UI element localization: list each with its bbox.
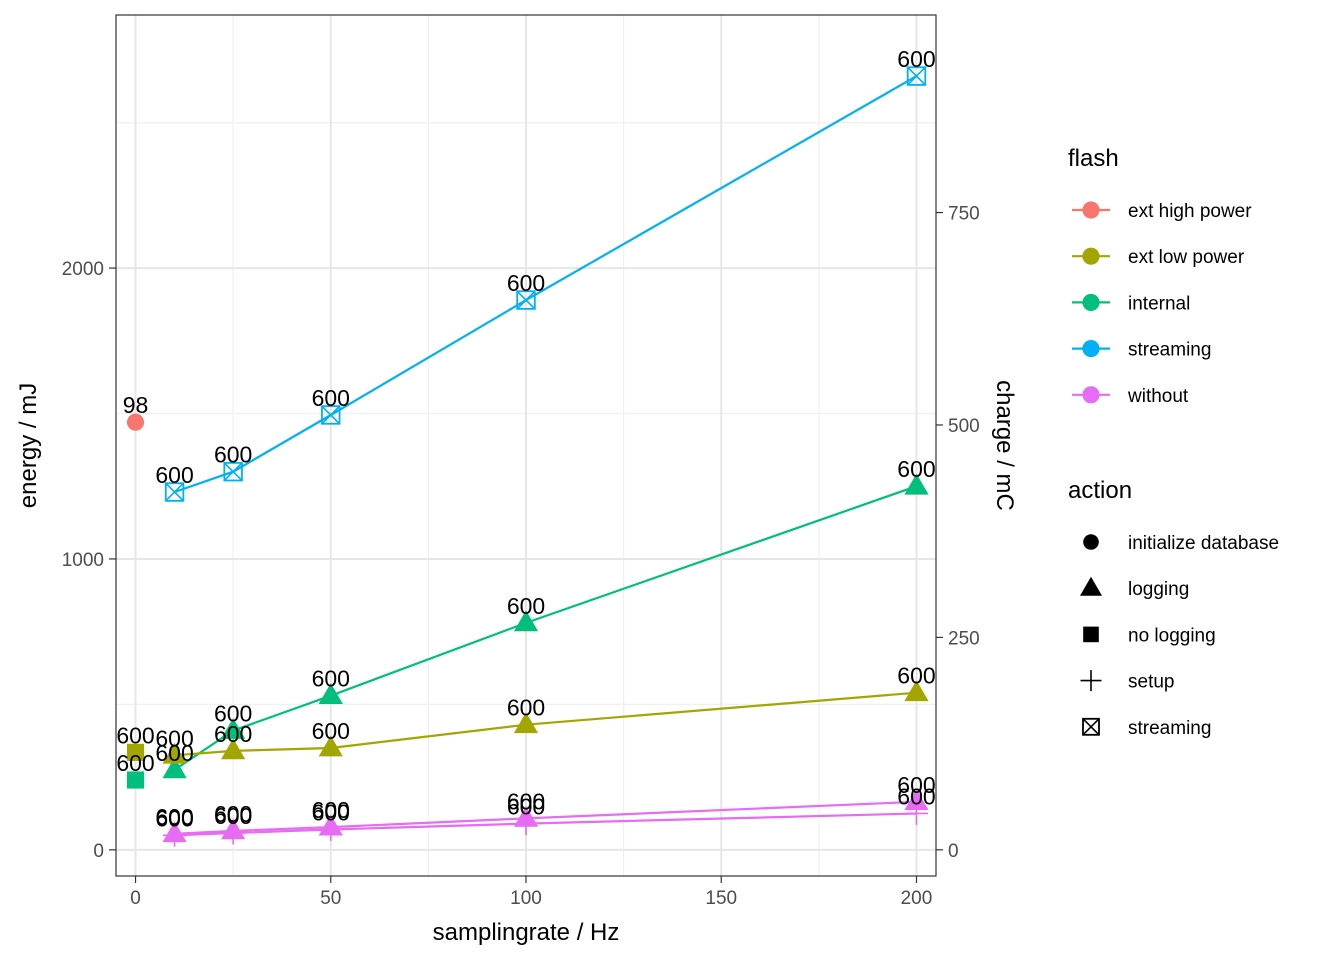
legend: flash ext high power ext low power internal… bbox=[1068, 145, 1279, 739]
data-point bbox=[126, 413, 145, 431]
legend-key-marker bbox=[1082, 247, 1100, 265]
data-label: 600 bbox=[214, 442, 252, 468]
x-axis-title: samplingrate / Hz bbox=[433, 919, 620, 946]
data-label: 600 bbox=[312, 718, 350, 744]
data-point bbox=[223, 461, 243, 482]
data-point bbox=[126, 743, 145, 761]
y-tick-label: 0 bbox=[93, 841, 104, 862]
data-label: 600 bbox=[897, 772, 935, 798]
y2-tick-label: 250 bbox=[948, 628, 980, 649]
y2-axis-title: charge / mC bbox=[991, 380, 1018, 511]
data-label: 600 bbox=[312, 385, 350, 411]
legend-label: logging bbox=[1128, 579, 1189, 600]
data-point bbox=[321, 405, 341, 425]
y2-axis: 0 250 500 750 bbox=[936, 204, 980, 862]
data-label: 600 bbox=[507, 270, 545, 296]
x-tick-label: 50 bbox=[320, 888, 341, 909]
data-point bbox=[904, 801, 929, 826]
legend-key-marker bbox=[1082, 293, 1100, 311]
data-label: 600 bbox=[312, 666, 350, 692]
data-point bbox=[904, 473, 929, 495]
data-point bbox=[162, 742, 187, 764]
data-point bbox=[906, 66, 927, 86]
data-label: 600 bbox=[155, 740, 193, 766]
data-point bbox=[318, 683, 343, 705]
legend-key-marker bbox=[1083, 626, 1099, 643]
x-tick-label: 200 bbox=[901, 888, 933, 909]
data-label: 98 bbox=[123, 392, 149, 418]
data-label: 600 bbox=[897, 456, 935, 482]
legend-flash: flash ext high power ext low power internal… bbox=[1068, 145, 1252, 407]
data-label: 600 bbox=[214, 801, 252, 827]
data-point bbox=[221, 738, 246, 760]
data-point bbox=[162, 757, 187, 779]
data-label: 600 bbox=[155, 462, 193, 488]
series-points bbox=[126, 66, 929, 847]
data-point bbox=[163, 823, 187, 847]
data-point bbox=[318, 735, 343, 757]
data-label: 600 bbox=[155, 805, 193, 831]
legend-label: internal bbox=[1128, 293, 1190, 314]
legend-key-marker bbox=[1083, 534, 1099, 550]
legend-key-marker bbox=[1082, 201, 1100, 219]
legend-label: initialize database bbox=[1128, 533, 1279, 554]
data-point bbox=[514, 812, 538, 836]
legend-label: ext low power bbox=[1128, 247, 1245, 268]
legend-label: setup bbox=[1128, 672, 1174, 693]
data-label: 600 bbox=[507, 788, 545, 814]
y2-tick-label: 0 bbox=[948, 841, 959, 862]
legend-label: streaming bbox=[1128, 718, 1211, 739]
data-point bbox=[904, 680, 929, 702]
legend-key-marker bbox=[1082, 717, 1100, 736]
data-label: 600 bbox=[116, 722, 154, 748]
data-label: 600 bbox=[214, 803, 252, 829]
legend-label: streaming bbox=[1128, 340, 1211, 361]
data-label: 600 bbox=[897, 663, 935, 689]
data-point bbox=[516, 290, 536, 310]
data-label: 600 bbox=[897, 783, 935, 809]
x-tick-label: 100 bbox=[510, 888, 542, 909]
data-label: 600 bbox=[155, 725, 193, 751]
x-tick-label: 0 bbox=[130, 888, 141, 909]
data-point bbox=[221, 821, 245, 845]
data-label: 600 bbox=[897, 46, 935, 72]
legend-action: action initialize database logging no loggi… bbox=[1068, 477, 1279, 739]
data-label: 600 bbox=[116, 750, 154, 776]
legend-label: without bbox=[1127, 386, 1189, 407]
legend-title: action bbox=[1068, 477, 1132, 504]
data-label: 600 bbox=[214, 721, 252, 747]
y2-tick-label: 750 bbox=[948, 204, 980, 225]
data-point bbox=[513, 610, 539, 632]
y-axis: 0 1000 2000 bbox=[62, 259, 116, 862]
legend-key-marker bbox=[1082, 340, 1100, 358]
legend-key-marker bbox=[1080, 670, 1102, 692]
data-label: 600 bbox=[155, 804, 193, 830]
x-axis: 0 50 100 150 200 bbox=[130, 876, 932, 909]
data-label: 600 bbox=[507, 794, 545, 820]
data-label: 600 bbox=[507, 593, 545, 619]
legend-label: ext high power bbox=[1128, 201, 1252, 222]
legend-label: no logging bbox=[1128, 625, 1216, 646]
y-tick-label: 2000 bbox=[62, 259, 104, 280]
data-point bbox=[319, 817, 343, 842]
legend-key-marker bbox=[1080, 576, 1102, 596]
data-point bbox=[126, 771, 145, 789]
data-point bbox=[164, 482, 185, 502]
y2-tick-label: 500 bbox=[948, 416, 980, 437]
data-label: 600 bbox=[507, 695, 545, 721]
data-label: 600 bbox=[312, 799, 350, 825]
legend-title: flash bbox=[1068, 145, 1119, 172]
y-tick-label: 1000 bbox=[62, 550, 104, 571]
data-label: 600 bbox=[214, 701, 252, 727]
data-point bbox=[904, 789, 929, 811]
legend-key-marker bbox=[1082, 386, 1100, 404]
data-label: 600 bbox=[312, 797, 350, 823]
data-point bbox=[513, 712, 539, 734]
y-axis-title: energy / mJ bbox=[15, 383, 42, 508]
x-tick-label: 150 bbox=[705, 888, 737, 909]
data-point bbox=[221, 718, 246, 739]
